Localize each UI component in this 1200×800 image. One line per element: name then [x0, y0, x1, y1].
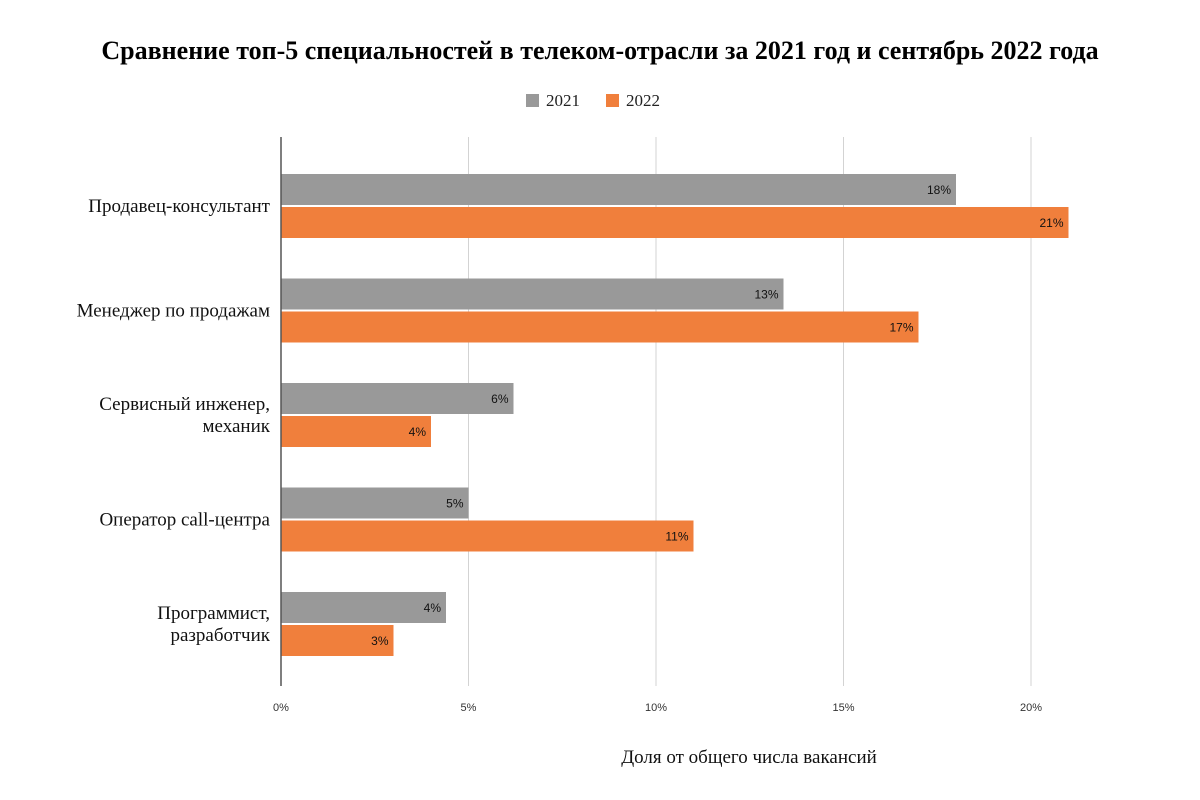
bar-2022: [281, 416, 431, 447]
legend-swatch-2022: [606, 94, 619, 107]
legend-label-2021: 2021: [546, 91, 580, 110]
data-label-2021: 13%: [754, 288, 778, 302]
x-tick-label: 5%: [461, 702, 477, 714]
bar-2021: [281, 487, 469, 519]
bar-2021: [281, 174, 956, 205]
x-tick-label: 15%: [832, 702, 854, 714]
category-label: Сервисный инженер, механик: [99, 394, 271, 437]
x-tick-label: 0%: [273, 702, 289, 714]
legend: 2021 2022: [526, 91, 660, 110]
data-label-2022: 4%: [409, 425, 427, 439]
x-tick-labels: 0% 5% 10% 15% 20%: [273, 702, 1042, 714]
category-label: Оператор call-центра: [99, 510, 270, 531]
x-axis-title: Доля от общего числа вакансий: [621, 747, 877, 768]
category-label: Менеджер по продажам: [77, 301, 270, 322]
data-label-2021: 18%: [927, 183, 951, 197]
category-label: Программист, разработчик: [157, 603, 271, 646]
category-labels: Продавец-консультант Менеджер по продажам…: [77, 196, 271, 646]
x-tick-label: 20%: [1020, 702, 1042, 714]
data-label-2021: 4%: [424, 601, 442, 615]
bar-2021: [281, 278, 784, 310]
bar-2021: [281, 592, 446, 623]
bar-2021: [281, 383, 514, 414]
data-label-2021: 5%: [446, 497, 464, 511]
bar-2022: [281, 207, 1069, 238]
data-label-2022: 3%: [371, 634, 389, 648]
x-tick-label: 10%: [645, 702, 667, 714]
bar-2022: [281, 520, 694, 552]
bar-2022: [281, 311, 919, 343]
data-labels: 18% 21% 13% 17% 6% 4% 5% 11% 4% 3%: [371, 183, 1064, 648]
legend-swatch-2021: [526, 94, 539, 107]
bars: [281, 174, 1069, 656]
bar-2022: [281, 625, 394, 656]
data-label-2022: 11%: [665, 530, 688, 544]
data-label-2022: 17%: [889, 321, 913, 335]
legend-label-2022: 2022: [626, 91, 660, 110]
data-label-2021: 6%: [491, 392, 509, 406]
data-label-2022: 21%: [1039, 216, 1063, 230]
chart-title: Сравнение топ-5 специальностей в телеком…: [101, 36, 1098, 65]
category-label: Продавец-консультант: [88, 196, 270, 217]
